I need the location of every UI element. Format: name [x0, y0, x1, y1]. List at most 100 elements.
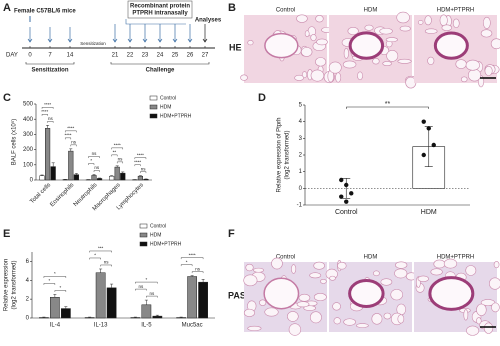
alveolus: [337, 261, 347, 270]
alveolus: [493, 261, 500, 269]
alveolus: [335, 72, 342, 83]
arrow: [127, 24, 133, 43]
x-tick-label: Total cells: [29, 182, 52, 205]
significance-bracket: [89, 250, 112, 253]
alveolus: [259, 299, 267, 306]
alveolus: [465, 265, 477, 276]
significance-bracket: [41, 114, 48, 116]
bar: [50, 166, 56, 181]
alveolus: [245, 263, 254, 272]
alveolus: [399, 25, 411, 32]
stain-label: HE: [229, 42, 242, 52]
legend-label: HDM+PTPRH: [150, 241, 182, 247]
significance-bracket: [135, 281, 158, 284]
alveolus: [484, 65, 493, 76]
alveolus: [296, 301, 310, 308]
significance: **: [113, 150, 117, 155]
bar: [95, 272, 106, 319]
significance: ns: [141, 166, 147, 171]
significance: *: [90, 158, 92, 163]
y-axis-label: Relative expression of Ptprh: [277, 117, 283, 192]
x-tick-label: Eosinophils: [49, 182, 75, 208]
alveolus: [491, 302, 500, 313]
significance-bracket: [43, 283, 56, 285]
error-bar: [138, 175, 142, 177]
significance: *: [145, 277, 147, 282]
significance: ****: [65, 133, 72, 138]
panel-label: C: [3, 92, 11, 104]
alveolus: [480, 29, 493, 38]
x-tick-label: IL-13: [94, 323, 108, 329]
significance-bracket: [65, 130, 77, 133]
alveolus: [315, 15, 324, 23]
airway: [428, 276, 475, 311]
alveolus: [298, 293, 311, 302]
alveolus: [243, 274, 258, 287]
legend-label: Control: [150, 223, 166, 229]
significance-bracket: [100, 264, 112, 267]
error-bar: [201, 279, 205, 283]
y-tick-label: 0: [26, 316, 30, 322]
alveolus: [476, 303, 487, 316]
end-label: Analyses: [195, 18, 222, 24]
legend-label: HDM: [150, 232, 161, 238]
alveolus: [467, 68, 482, 82]
alveolus: [371, 313, 383, 325]
bar: [91, 175, 97, 181]
legend-swatch: [149, 95, 158, 101]
error-bar: [40, 174, 44, 176]
significance: *: [49, 278, 51, 283]
bar: [141, 304, 152, 319]
y-axis-label: Relative expression: [4, 259, 10, 311]
arrow: [187, 24, 193, 43]
y-tick-label: 2: [299, 153, 303, 159]
point: [349, 191, 354, 196]
alveolus: [390, 289, 404, 301]
y-axis-label: BALF cells (x10⁵): [11, 119, 18, 166]
alveolus: [315, 57, 327, 67]
alveolus: [347, 27, 359, 36]
alveolus: [441, 24, 453, 31]
column-title: HDM+PTPRH: [437, 8, 475, 14]
significance-bracket: [146, 295, 158, 298]
significance: *: [54, 271, 56, 276]
bar: [50, 297, 60, 319]
alveolus: [288, 323, 302, 336]
stain-label: PAS: [228, 290, 246, 300]
significance: ****: [189, 252, 196, 257]
error-bar: [92, 174, 96, 176]
alveolus: [364, 24, 374, 31]
error-bar: [110, 175, 114, 177]
day: 22: [127, 53, 134, 59]
significance-bracket: [93, 170, 100, 173]
y-tick-label: 100: [23, 162, 34, 168]
arrow: [67, 27, 73, 43]
day: 0: [28, 53, 32, 59]
phase-bracket: [25, 62, 210, 65]
significance: ****: [67, 126, 74, 131]
y-tick-label: 5: [299, 103, 303, 109]
significance-bracket: [180, 264, 193, 267]
significance: **: [385, 101, 391, 108]
y-tick-label: 200: [23, 147, 34, 153]
panel-label: F: [228, 228, 235, 240]
bar: [60, 308, 71, 319]
bar: [106, 287, 117, 319]
significance: ns: [118, 157, 124, 162]
day: 7: [48, 53, 52, 59]
day: 23: [142, 53, 149, 59]
point: [421, 152, 426, 158]
significance-bracket: [111, 147, 123, 150]
significance-bracket: [43, 276, 67, 278]
alveolus: [304, 30, 310, 38]
timeline-title: Female C57BL/6 mice: [14, 9, 76, 15]
day: 27: [202, 53, 209, 59]
y-tick-label: 500: [23, 102, 34, 108]
alveolus: [240, 74, 248, 81]
column-title: HDM: [364, 8, 378, 14]
alveolus: [253, 267, 264, 273]
alveolus: [313, 293, 327, 302]
y-tick-label: 300: [23, 132, 34, 138]
legend-label: Control: [160, 95, 176, 101]
